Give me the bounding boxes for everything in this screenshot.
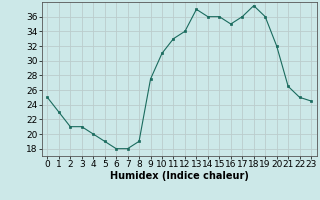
X-axis label: Humidex (Indice chaleur): Humidex (Indice chaleur) xyxy=(110,171,249,181)
